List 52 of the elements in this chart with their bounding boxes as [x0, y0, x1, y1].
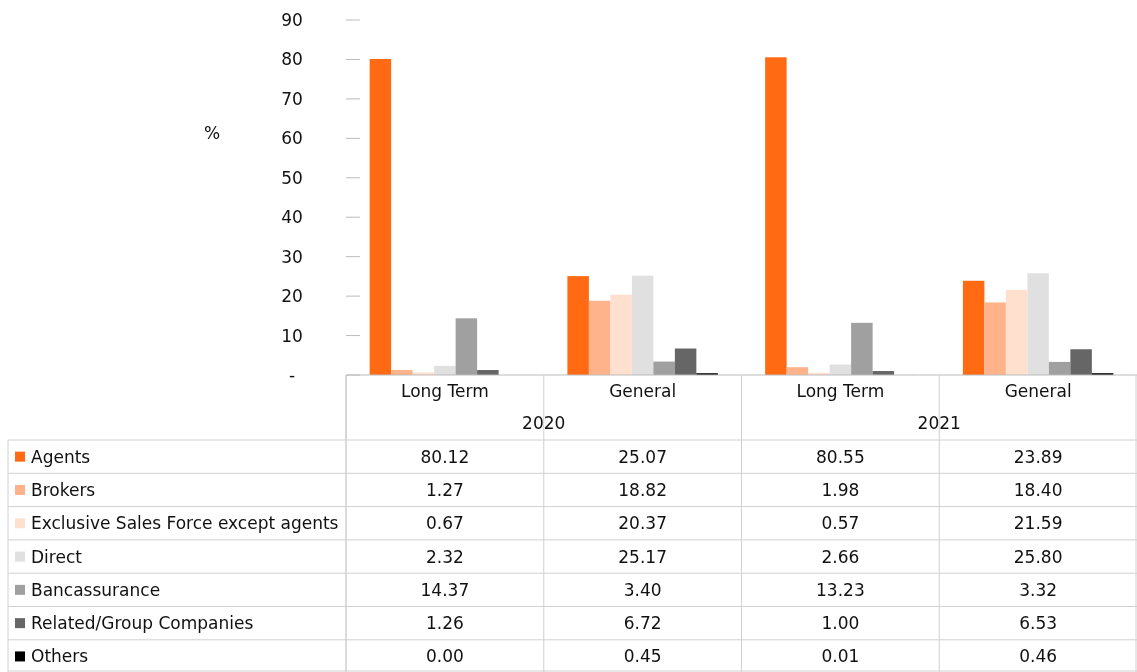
data-label: 1.98	[821, 479, 860, 500]
y-tick-label: 70	[281, 88, 303, 109]
data-label: 2.66	[821, 546, 860, 567]
data-label: 14.37	[420, 579, 470, 600]
legend-label: Related/Group Companies	[31, 613, 254, 634]
y-tick-label: 90	[281, 9, 303, 30]
data-label: 18.40	[1013, 479, 1063, 500]
y-tick-label: 80	[281, 49, 303, 70]
data-label: 0.57	[821, 513, 860, 534]
y-tick-label: 50	[281, 167, 303, 188]
data-label: 0.45	[623, 646, 662, 667]
y-tick-label: -	[288, 364, 296, 385]
data-label: 0.00	[425, 646, 464, 667]
y-tick-label: 10	[281, 325, 303, 346]
text: 2020	[522, 412, 566, 433]
data-label: 25.80	[1013, 546, 1063, 567]
data-label: 0.67	[425, 513, 464, 534]
legend-label: Others	[31, 646, 89, 667]
data-label: 3.40	[623, 579, 662, 600]
data-label: 6.53	[1019, 613, 1058, 634]
data-label: 0.01	[821, 646, 860, 667]
data-label: 1.27	[425, 479, 464, 500]
y-tick-label: 20	[281, 286, 303, 307]
data-label: 13.23	[816, 579, 865, 600]
y-axis-title: %	[203, 122, 221, 143]
legend-label: Agents	[31, 446, 91, 467]
legend-label: Exclusive Sales Force except agents	[31, 513, 339, 534]
data-label: 80.12	[420, 446, 470, 467]
data-label: 23.89	[1013, 446, 1063, 467]
data-label: 1.26	[425, 613, 464, 634]
data-label: 3.32	[1019, 579, 1058, 600]
text: 2021	[917, 412, 961, 433]
data-label: 25.07	[618, 446, 667, 467]
x-tick-label: General	[609, 380, 677, 401]
data-label: 21.59	[1013, 513, 1063, 534]
data-label: 80.55	[816, 446, 865, 467]
x-tick-label: Long Term	[401, 380, 489, 401]
x-tick-label: Long Term	[796, 380, 885, 401]
legend-label: Direct	[31, 546, 83, 567]
data-label: 18.82	[618, 479, 667, 500]
data-label: 6.72	[623, 613, 662, 634]
data-label: 1.00	[821, 613, 860, 634]
data-label: 0.46	[1019, 646, 1058, 667]
x-tick-label: General	[1004, 380, 1072, 401]
data-label: 2.32	[425, 546, 464, 567]
legend-label: Bancassurance	[31, 579, 161, 600]
y-tick-label: 60	[281, 128, 303, 149]
y-tick-label: 30	[281, 246, 303, 267]
data-label: 20.37	[618, 513, 667, 534]
y-tick-label: 40	[281, 207, 303, 228]
legend-label: Brokers	[31, 479, 96, 500]
data-label: 25.17	[618, 546, 667, 567]
